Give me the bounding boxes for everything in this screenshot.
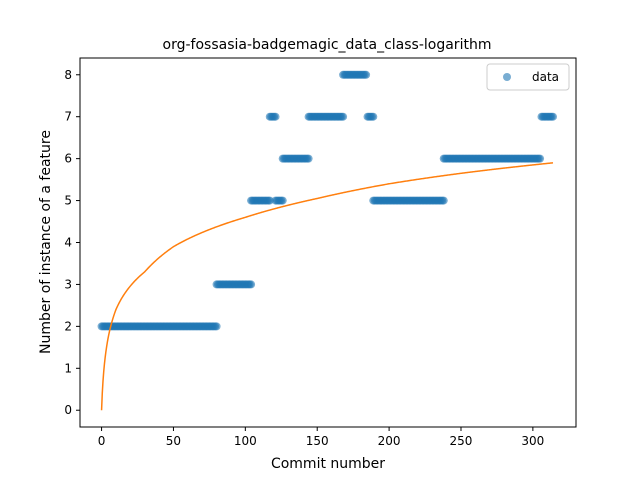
y-tick-label: 0 [64,403,72,417]
data-point [278,196,287,205]
x-tick-label: 0 [98,434,106,448]
y-tick-label: 5 [64,194,72,208]
x-tick-label: 150 [306,434,329,448]
data-point [369,112,378,121]
y-tick-label: 2 [64,319,72,333]
data-point [212,322,221,331]
plot-area: 0 50 100 150 200 250 300 0 1 2 3 4 5 6 7 8 data [64,57,577,448]
data-point [536,154,545,163]
y-axis-label: Number of instance of a feature [38,130,54,354]
legend-marker-data [503,73,511,81]
y-tick-label: 7 [64,110,72,124]
y-tick-label: 4 [64,236,72,250]
data-point [548,112,557,121]
x-tick-label: 300 [521,434,544,448]
y-tick-label: 3 [64,277,72,291]
x-tick-label: 50 [166,434,181,448]
legend-box [486,63,570,91]
data-point [439,196,448,205]
y-tick-label: 8 [64,68,72,82]
y-tick-label: 6 [64,152,72,166]
data-point [265,196,274,205]
fit-line [100,162,554,411]
data-point [362,70,371,79]
data-point [304,154,313,163]
x-tick-label: 250 [450,434,473,448]
y-tick-label: 1 [64,361,72,375]
x-axis-label: Commit number [271,456,385,472]
x-tick-label: 200 [378,434,401,448]
data-point [247,280,256,289]
data-point [339,112,348,121]
legend-label-data: data [532,70,559,84]
chart-title: org-fossasia-badgemagic_data_class-logar… [163,37,492,53]
data-point [271,112,280,121]
x-tick-label: 100 [234,434,257,448]
